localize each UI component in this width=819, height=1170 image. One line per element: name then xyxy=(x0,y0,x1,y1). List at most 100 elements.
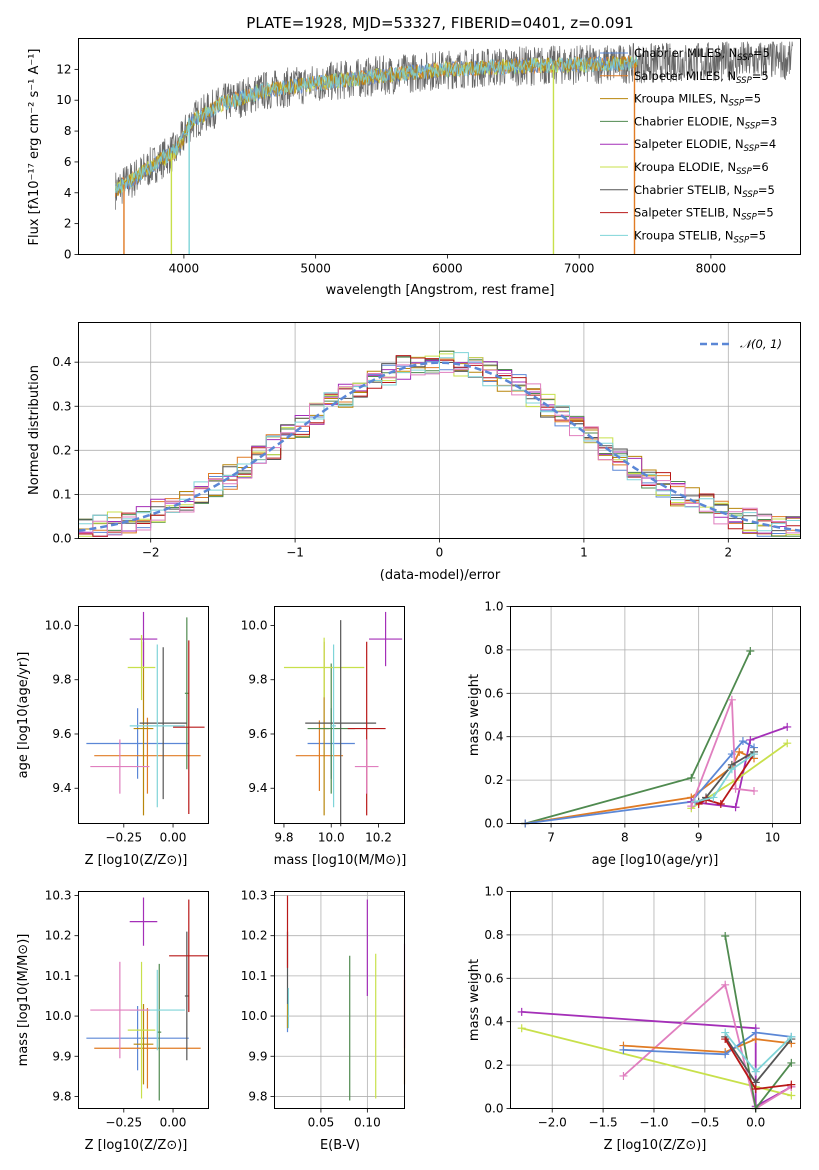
y-tick-label: 10.3 xyxy=(241,889,268,903)
series-line xyxy=(690,699,755,807)
series-line xyxy=(698,753,755,806)
series-point xyxy=(619,1071,628,1080)
mass-z-panel: −0.25 0.00 9.8 9.9 10.0 10.1 10.2 10.3 Z [log10… xyxy=(16,889,209,1153)
x-tick-label: 0.00 xyxy=(160,1116,187,1130)
legend-entry: Salpeter ELODIE, NSSP=4 xyxy=(634,137,776,154)
y-tick-label: 10.0 xyxy=(241,618,268,632)
series-point xyxy=(721,931,730,940)
y-tick-label: 9.8 xyxy=(248,673,267,687)
x-tick-label: −0.25 xyxy=(105,1116,142,1130)
series-point xyxy=(751,1084,760,1093)
y-tick-label: 4 xyxy=(64,186,72,200)
mass-weight-z-ylabel: mass weight xyxy=(467,959,482,1041)
legend-entry: Salpeter STELIB, NSSP=5 xyxy=(634,206,774,223)
mass-z-ylabel: mass [log10(M/M⊙)] xyxy=(16,934,31,1067)
histogram-step xyxy=(78,363,801,536)
series-line xyxy=(623,1031,792,1056)
series-point xyxy=(783,739,792,748)
series-point xyxy=(687,802,696,811)
y-tick-label: 0.4 xyxy=(484,1015,503,1029)
series-point xyxy=(727,765,736,774)
x-tick-label: −1.5 xyxy=(589,1116,618,1130)
x-tick-label: −1 xyxy=(286,546,304,560)
mass-weight-z-xlabel: Z [log10(Z/Z⊙)] xyxy=(604,1138,707,1153)
histogram-ylabel: Normed distribution xyxy=(27,365,42,495)
spectrum-legend: Chabrier MILES, NSSP=5 Salpeter MILES, NS… xyxy=(600,46,777,245)
x-tick-label: 5000 xyxy=(300,262,331,276)
x-tick-label: 7 xyxy=(547,831,555,845)
y-tick-label: 0.2 xyxy=(52,443,71,457)
y-tick-label: 0.4 xyxy=(484,730,503,744)
series-point xyxy=(731,784,740,793)
age-z-ylabel: age [log10(age/yr)] xyxy=(16,652,31,779)
y-tick-label: 10.3 xyxy=(45,889,72,903)
x-tick-label: 7000 xyxy=(564,262,595,276)
x-tick-label: −1.0 xyxy=(639,1116,668,1130)
x-tick-label: −0.25 xyxy=(105,831,142,845)
x-tick-label: 0.00 xyxy=(160,831,187,845)
histogram-step xyxy=(78,352,801,536)
series-point xyxy=(783,722,792,731)
y-tick-label: 1.0 xyxy=(484,600,503,614)
legend-entry: Kroupa MILES, NSSP=5 xyxy=(634,92,761,109)
x-tick-label: 9 xyxy=(695,831,703,845)
y-tick-label: 0.1 xyxy=(52,487,71,501)
spectrum-line xyxy=(114,56,638,194)
mass-weight-age-xlabel: age [log10(age/yr)] xyxy=(592,853,719,868)
x-tick-label: 0.05 xyxy=(308,1116,335,1130)
y-tick-label: 0.4 xyxy=(52,355,71,369)
spectrum-xlabel: wavelength [Angstrom, rest frame] xyxy=(326,283,555,298)
y-tick-label: 12 xyxy=(56,62,71,76)
x-tick-label: 2 xyxy=(724,546,732,560)
y-tick-label: 10.0 xyxy=(45,1009,72,1023)
figure-title: PLATE=1928, MJD=53327, FIBERID=0401, z=0… xyxy=(246,14,633,32)
series-point xyxy=(727,695,736,704)
series-line xyxy=(694,753,755,803)
y-tick-label: 10.1 xyxy=(45,969,72,983)
y-tick-label: 1.0 xyxy=(484,885,503,899)
x-tick-label: 10 xyxy=(765,831,780,845)
series-line xyxy=(521,1011,792,1108)
y-tick-label: 10.0 xyxy=(45,618,72,632)
mass-z-xlabel: Z [log10(Z/Z⊙)] xyxy=(85,1138,188,1153)
x-tick-label: 10.0 xyxy=(318,831,345,845)
x-tick-label: −2 xyxy=(142,546,160,560)
x-tick-label: 9.8 xyxy=(274,831,293,845)
y-tick-label: 2 xyxy=(64,217,72,231)
y-tick-label: 10.1 xyxy=(241,969,268,983)
x-tick-label: 6000 xyxy=(432,262,463,276)
legend-entry: Chabrier STELIB, NSSP=5 xyxy=(634,183,775,200)
series-line xyxy=(622,983,792,1110)
series-point xyxy=(751,1067,760,1076)
series-point xyxy=(690,797,699,806)
series-point xyxy=(731,803,740,812)
histogram-legend: 𝒩(0, 1) xyxy=(700,337,782,351)
y-tick-label: 0.6 xyxy=(484,686,503,700)
series-point xyxy=(746,646,755,655)
age-z-panel: −0.25 0.00 9.4 9.6 9.8 10.0 Z [log10(Z/Z⊙)] a… xyxy=(16,606,209,868)
legend-entry: Kroupa STELIB, NSSP=5 xyxy=(634,228,766,245)
y-tick-label: 0.0 xyxy=(52,532,71,546)
y-tick-label: 10.2 xyxy=(45,929,72,943)
y-tick-label: 10 xyxy=(56,93,71,107)
legend-entry: Chabrier ELODIE, NSSP=3 xyxy=(634,114,777,131)
y-tick-label: 9.6 xyxy=(248,727,267,741)
mass-ebv-panel: 0.05 0.10 9.8 9.9 10.0 10.1 10.2 10.3 E(B-V) xyxy=(241,889,406,1153)
spectrum-ylabel: Flux [fλ10⁻¹⁷ erg cm⁻² s⁻¹ A⁻¹] xyxy=(27,49,42,246)
series-point xyxy=(517,1024,526,1033)
mass-weight-z-panel: −2.0 −1.5 −1.0 −0.5 0.0 0.0 0.2 0.4 0.6 0.8 1.0 Z … xyxy=(467,885,801,1153)
x-tick-label: 0 xyxy=(436,546,444,560)
y-tick-label: 0.8 xyxy=(484,928,503,942)
series-line xyxy=(525,739,755,825)
y-tick-label: 10.2 xyxy=(241,929,268,943)
y-tick-label: 0.8 xyxy=(484,643,503,657)
series-point xyxy=(751,1028,760,1037)
histogram-legend-label: 𝒩(0, 1) xyxy=(740,337,782,351)
x-tick-label: 4000 xyxy=(169,262,200,276)
y-tick-label: 9.8 xyxy=(248,1089,267,1103)
y-tick-label: 0 xyxy=(64,248,72,262)
x-tick-label: −2.0 xyxy=(538,1116,567,1130)
series-line xyxy=(623,1038,792,1054)
series-point xyxy=(750,750,759,759)
